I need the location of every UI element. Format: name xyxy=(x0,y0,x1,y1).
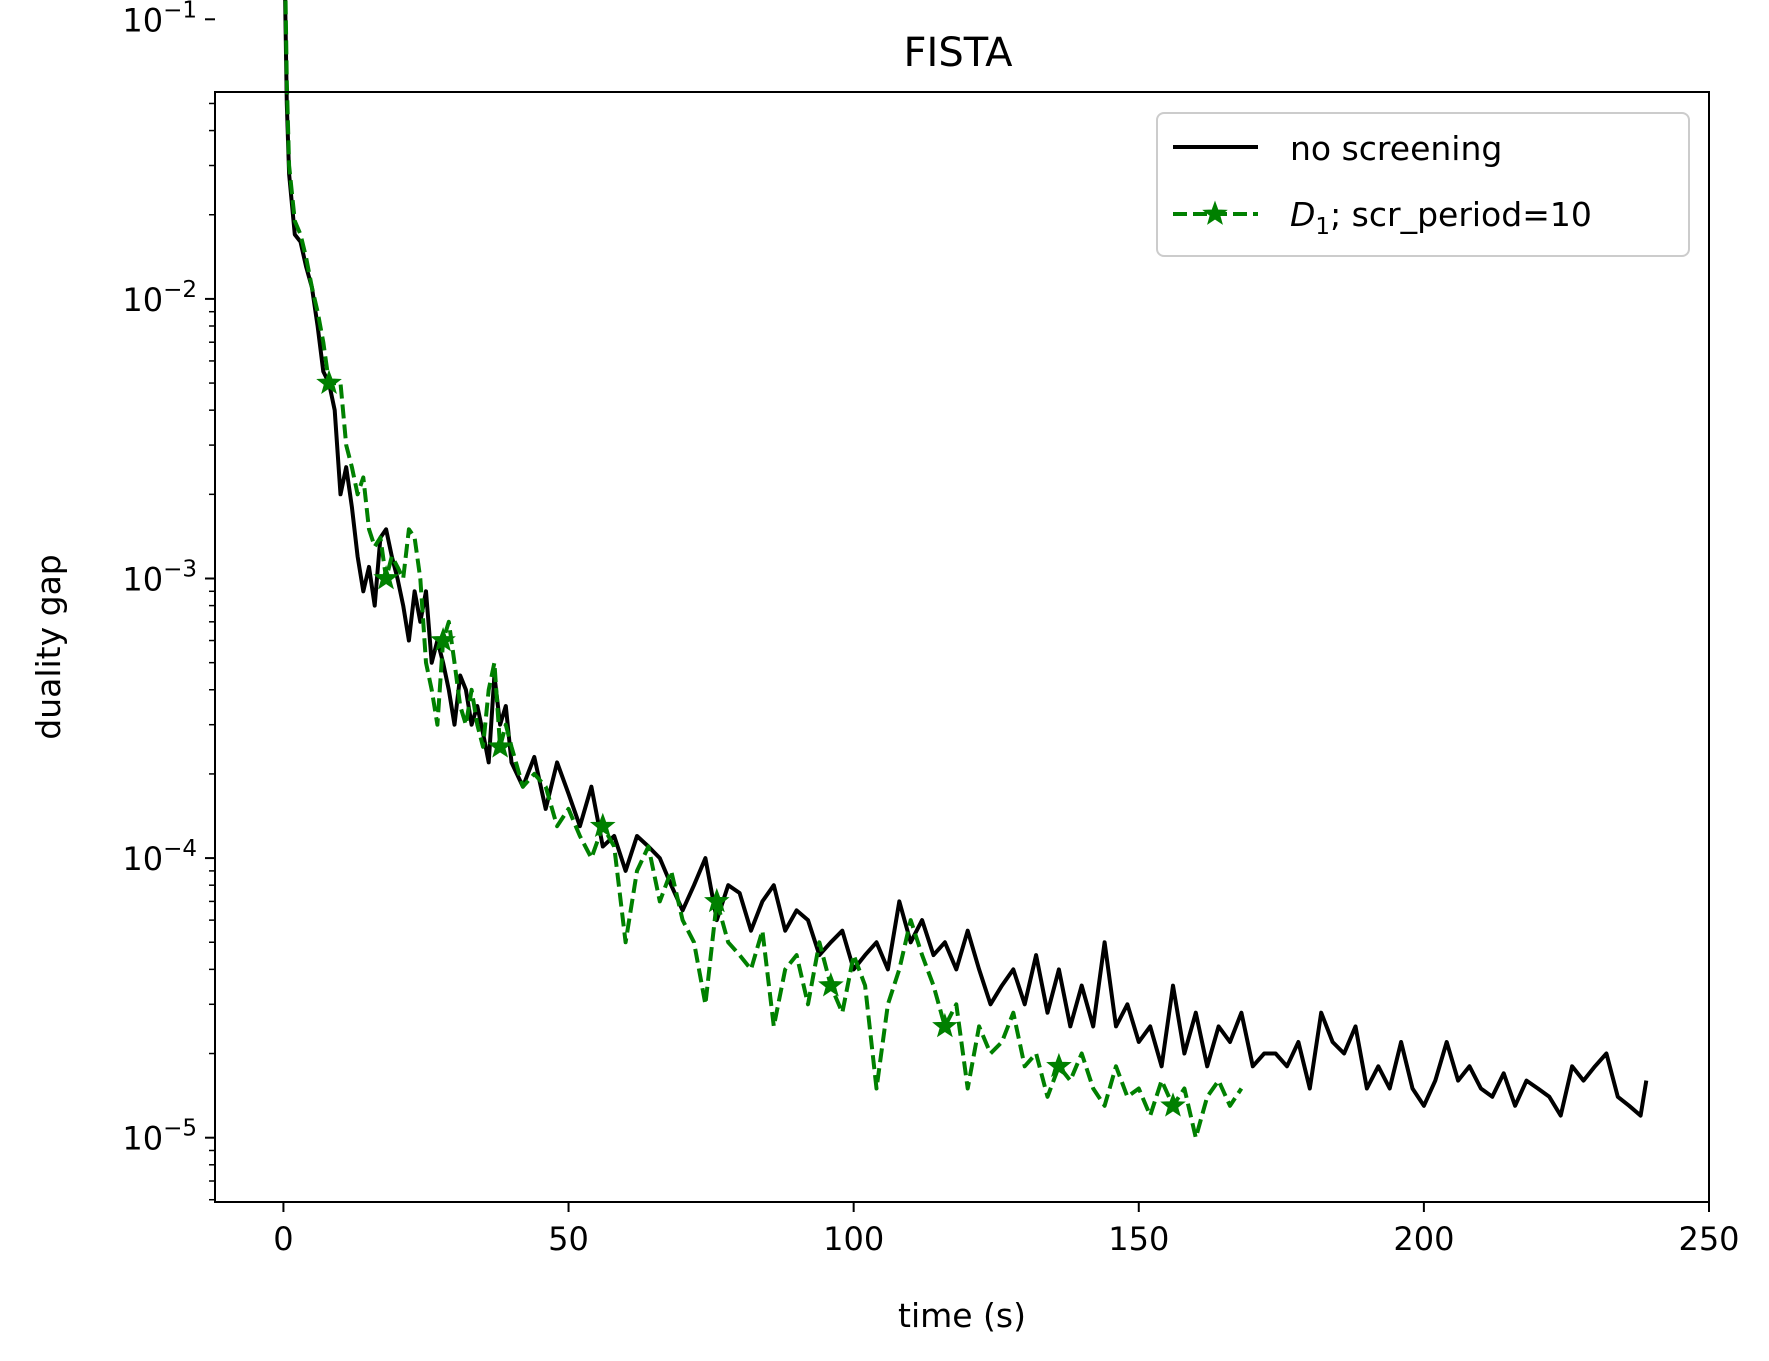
y-tick-label-base: 10 xyxy=(122,1,163,39)
series-marker-d1 xyxy=(589,812,616,838)
x-tick-label: 150 xyxy=(1108,1220,1169,1258)
legend-label-no-screening: no screening xyxy=(1290,129,1502,168)
y-tick-label-base: 10 xyxy=(122,560,163,598)
series-marker-d1 xyxy=(316,369,342,394)
y-tick-label-base: 10 xyxy=(122,1120,163,1158)
chart-title: FISTA xyxy=(904,30,1014,76)
y-tick-label: 10−1 xyxy=(122,0,197,39)
plot-frame xyxy=(214,91,1710,1203)
series-marker-d1 xyxy=(818,972,844,997)
series-marker-d1 xyxy=(430,627,456,652)
legend-label-d1-math: D xyxy=(1290,195,1315,234)
y-tick-label-exponent: −4 xyxy=(163,836,197,862)
series-marker-d1 xyxy=(373,565,399,590)
series-line-no-screening xyxy=(283,0,1649,1118)
y-axis: 10−510−410−310−210−1 xyxy=(122,0,215,1201)
y-tick-label: 10−4 xyxy=(122,836,197,878)
x-tick-label: 50 xyxy=(548,1220,589,1258)
y-tick-label: 10−2 xyxy=(122,277,197,319)
x-axis: 0 50 100 150 200 250 xyxy=(273,1202,1740,1258)
y-tick-label-base: 10 xyxy=(122,281,163,319)
x-axis-label: time (s) xyxy=(898,1296,1026,1335)
y-tick-label-exponent: −1 xyxy=(163,0,197,23)
y-tick-label-base: 10 xyxy=(122,840,163,878)
series-marker-d1 xyxy=(487,733,513,758)
legend-box xyxy=(1156,112,1690,257)
legend-star-marker xyxy=(1202,200,1228,225)
y-tick-label: 10−5 xyxy=(122,1116,197,1158)
x-tick-label: 200 xyxy=(1393,1220,1454,1258)
series-layer xyxy=(283,0,1649,1140)
series-line-d1 xyxy=(283,0,1244,1140)
y-tick-label-exponent: −5 xyxy=(163,1116,197,1142)
x-tick-label: 100 xyxy=(823,1220,884,1258)
legend-label-d1-sub: 1 xyxy=(1315,214,1330,240)
legend-label-d1-text: ; scr_period=10 xyxy=(1330,195,1592,234)
series-marker-d1 xyxy=(1046,1052,1072,1078)
legend-label-d1: D1; scr_period=10 xyxy=(1290,195,1592,240)
x-tick-label: 250 xyxy=(1678,1220,1739,1258)
legend: no screening D1; scr_period=10 xyxy=(1156,112,1690,257)
y-tick-label: 10−3 xyxy=(122,556,197,598)
x-tick-label: 0 xyxy=(273,1220,293,1258)
series-marker-d1 xyxy=(1160,1092,1186,1117)
series-marker-d1 xyxy=(932,1012,958,1038)
y-tick-label-exponent: −3 xyxy=(163,556,197,582)
y-axis-label: duality gap xyxy=(29,554,68,740)
series-marker-d1 xyxy=(704,887,730,913)
y-tick-label-exponent: −2 xyxy=(163,277,197,303)
